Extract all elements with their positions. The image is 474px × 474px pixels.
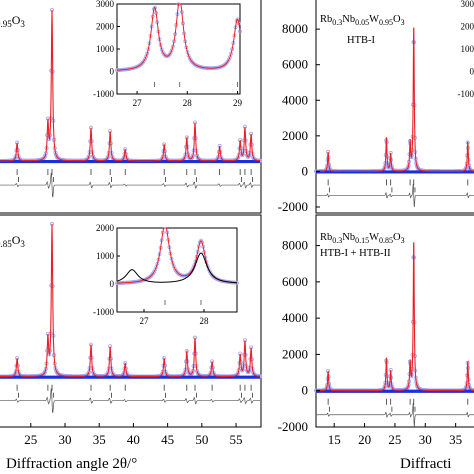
observed-point [190, 155, 195, 160]
inset-y-tick-label: -1000 [93, 89, 114, 99]
x-tick-label: 25 [388, 432, 401, 447]
difference-line [316, 402, 474, 427]
phase-label-bottom-right: HTB-I + HTB-II [320, 248, 391, 259]
inset-top-left-plot: 3000 2000 1000 0 -1000 27 28 29 [93, 0, 242, 108]
y-tick-label: 4000 [282, 92, 308, 107]
y-tick-label: 6000 [282, 274, 308, 289]
calculated-line [0, 223, 261, 378]
y-tick-label: 8000 [282, 21, 308, 36]
inset-x-tick-label: 29 [233, 98, 243, 108]
inset-x-tick-label: 28 [183, 98, 193, 108]
inset-x-tick-label: 28 [200, 316, 210, 326]
inset-calculated-line [116, 3, 241, 71]
observed-series [313, 255, 474, 393]
y-tick-label: 0 [302, 383, 309, 398]
inset-observed-series [115, 2, 242, 73]
inset-x-tick-label: 27 [133, 98, 143, 108]
panel-top-left-frame [0, 0, 262, 214]
difference-line [0, 172, 260, 198]
y-tick-label: 8000 [282, 238, 308, 253]
x-tick-label: 55 [230, 432, 243, 447]
panel-bottom-right-frame [315, 214, 474, 428]
inset-y-tick-label: 2000 [96, 22, 115, 32]
compound-label-bottom-right: Rb0.3Nb0.15W0.85O3 [320, 232, 405, 245]
panel-top-left-plot [0, 7, 262, 198]
x-tick-label: 45 [161, 432, 174, 447]
inset-y-tick-label: 1000 [96, 44, 115, 54]
panel-top-right-frame [315, 0, 474, 214]
inset-y-tick-label: 3000 [96, 0, 115, 9]
panel-bottom-right-plot: 15 20 25 30 35 8000 6000 4000 2000 0 -2000 [278, 238, 474, 447]
x-tick-label: 50 [195, 432, 208, 447]
x-tick-label: 15 [328, 432, 341, 447]
y-tick-label: 4000 [282, 310, 308, 325]
compound-label-bottom-left: 0.85O3 [0, 233, 25, 249]
inset-y-tick-label: -100 [458, 89, 474, 99]
inset-observed-point [235, 17, 240, 22]
inset-y-tick-label: -1000 [93, 307, 114, 317]
difference-line [316, 183, 474, 208]
inset-y-tick-label: 0 [110, 279, 115, 289]
y-tick-label: 2000 [282, 128, 308, 143]
x-axis-label-right: Diffracti [400, 456, 451, 472]
panel-bottom-left-frame [0, 214, 262, 428]
difference-line [0, 388, 260, 413]
inset-y-tick-label: 200 [461, 22, 474, 32]
inset-y-tick-label: 1000 [96, 251, 115, 261]
x-tick-label: 30 [59, 432, 72, 447]
x-tick-label: 20 [358, 432, 371, 447]
phase-label-top-right: HTB-I [347, 35, 375, 46]
calculated-line [315, 242, 474, 392]
observed-point [86, 156, 91, 161]
inset-top-left-frame [116, 3, 241, 95]
observed-point [240, 153, 245, 158]
observed-point [190, 370, 195, 375]
observed-series [313, 40, 474, 174]
compound-label-top-right: Rb0.3Nb0.05W0.95O3 [320, 14, 405, 27]
y-tick-label: 6000 [282, 57, 308, 72]
x-tick-label: 25 [24, 432, 37, 447]
y-tick-label: 2000 [282, 346, 308, 361]
x-tick-label: 35 [449, 432, 462, 447]
observed-point [240, 368, 245, 373]
inset-y-tick-label: 300 [461, 0, 474, 9]
inset-y-tick-label: 0 [110, 67, 115, 77]
x-axis-label-left: Diffraction angle 2θ/° [6, 456, 137, 472]
x-tick-label: 35 [93, 432, 106, 447]
compound-label-top-left: 0.95O3 [0, 13, 25, 29]
y-tick-label: 0 [302, 163, 309, 178]
inset-y-tick-label: 0 [470, 67, 474, 77]
inset-bottom-left-plot: 2000 1000 0 -1000 27 28 [93, 223, 239, 326]
x-tick-label: 30 [419, 432, 432, 447]
inset-x-tick-label: 27 [140, 316, 150, 326]
inset-top-right-plot: 300 200 100 0 -100 [458, 0, 474, 99]
inset-black-line [116, 252, 238, 284]
y-tick-label: -2000 [278, 199, 308, 214]
panel-bottom-left-plot: 25 30 35 40 45 50 55 [0, 221, 262, 447]
x-tick-label: 40 [127, 432, 140, 447]
inset-observed-point [144, 54, 148, 59]
inset-y-tick-label: 2000 [96, 223, 115, 233]
y-tick-label: -2000 [278, 419, 308, 434]
calculated-line [315, 27, 474, 172]
calculated-line [0, 9, 261, 162]
inset-y-tick-label: 100 [461, 44, 474, 54]
